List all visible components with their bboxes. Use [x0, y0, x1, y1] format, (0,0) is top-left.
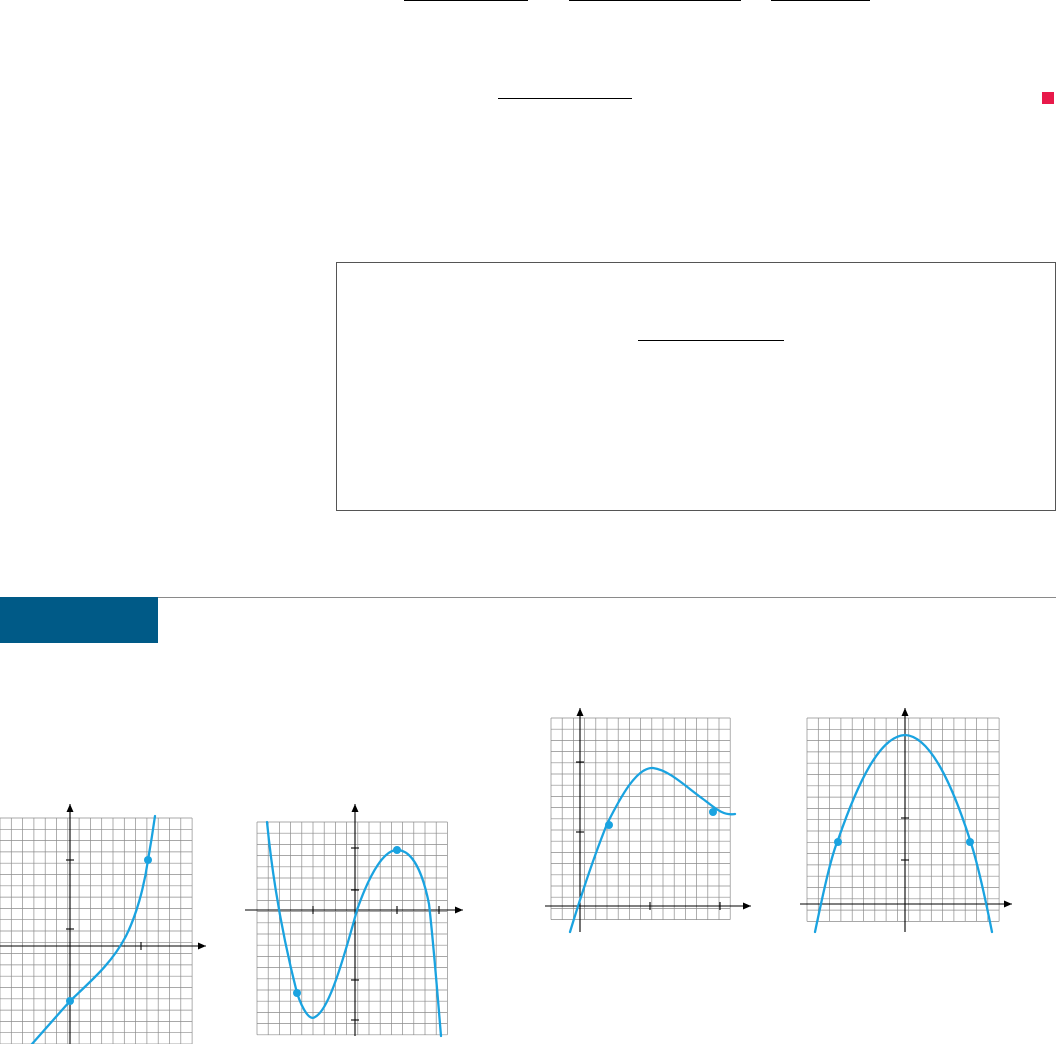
function-curve — [813, 733, 994, 934]
marked-point — [393, 846, 401, 854]
marked-point — [834, 838, 842, 846]
function-curve — [265, 820, 443, 1038]
fraction-bar-2 — [569, 0, 741, 2]
marked-point — [293, 989, 301, 997]
y-axis-arrow — [576, 708, 584, 716]
fraction-bar-4 — [498, 98, 632, 100]
x-axis-arrow — [743, 902, 751, 910]
marked-point — [709, 808, 717, 816]
function-curve — [30, 814, 157, 1044]
graph-1 — [0, 804, 206, 1044]
marked-point — [966, 838, 974, 846]
y-axis-arrow — [66, 804, 74, 812]
section-header-bar — [0, 597, 158, 643]
graph-2 — [245, 804, 463, 1038]
section-divider — [158, 597, 1056, 598]
marked-point — [66, 997, 74, 1005]
marked-point — [144, 856, 152, 864]
y-axis-arrow — [351, 804, 359, 812]
function-curve — [568, 766, 737, 934]
graph-3 — [545, 708, 751, 934]
x-axis-arrow — [1004, 900, 1012, 908]
fraction-bar-1 — [404, 0, 528, 2]
graph-4 — [800, 708, 1012, 934]
x-axis-arrow — [198, 942, 206, 950]
marked-point — [605, 821, 613, 829]
fraction-bar-3 — [771, 0, 870, 2]
x-axis-arrow — [455, 906, 463, 914]
formula-box — [336, 262, 1056, 511]
formula-fraction-bar — [638, 340, 784, 342]
y-axis-arrow — [901, 708, 909, 716]
end-of-example-marker — [1042, 92, 1054, 104]
